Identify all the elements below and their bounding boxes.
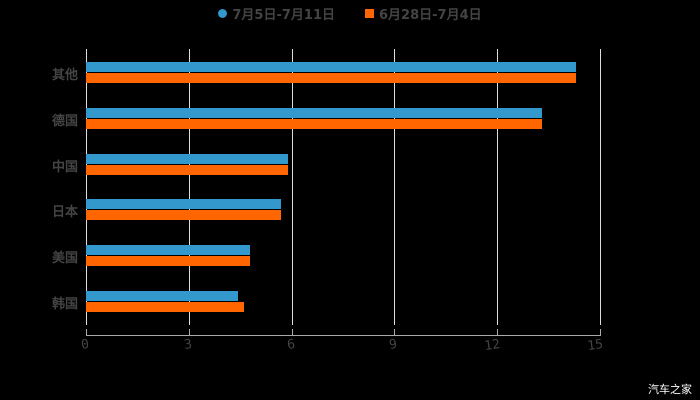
gridline bbox=[291, 49, 293, 325]
category-label: 中国 bbox=[51, 159, 78, 175]
bar-2[interactable] bbox=[86, 302, 244, 312]
category-label: 日本 bbox=[51, 205, 78, 221]
gridline bbox=[86, 49, 87, 325]
gridline bbox=[497, 49, 499, 325]
tick-label: 3 bbox=[183, 337, 193, 353]
plot-area bbox=[86, 49, 601, 325]
bar-1[interactable] bbox=[86, 291, 239, 301]
tick-label: 12 bbox=[483, 337, 502, 355]
bar-2[interactable] bbox=[86, 73, 576, 83]
category-label: 德国 bbox=[51, 113, 78, 129]
tick-label: 0 bbox=[80, 337, 91, 353]
gridline bbox=[600, 49, 601, 325]
bar-1[interactable] bbox=[86, 153, 289, 164]
legend-item-series2[interactable]: 6月28日-7月4日 bbox=[365, 4, 482, 23]
bar-1[interactable] bbox=[86, 107, 542, 118]
tick-mark bbox=[394, 329, 396, 336]
tick-mark bbox=[600, 329, 601, 336]
legend-label: 6月28日-7月4日 bbox=[379, 7, 482, 23]
gridline bbox=[394, 49, 396, 325]
tick-mark bbox=[86, 329, 87, 336]
bar-2[interactable] bbox=[86, 164, 289, 175]
bar-1[interactable] bbox=[86, 199, 282, 210]
tick-mark bbox=[291, 329, 293, 336]
bar-1[interactable] bbox=[86, 245, 251, 256]
tick-mark bbox=[188, 329, 190, 336]
category-label: 韩国 bbox=[51, 297, 78, 312]
legend: 7月5日-7月11日 6月28日-7月4日 bbox=[0, 3, 700, 23]
bar-1[interactable] bbox=[86, 62, 576, 72]
watermark: 汽车之家 bbox=[648, 383, 692, 396]
gridline bbox=[188, 49, 190, 325]
legend-item-series1[interactable]: 7月5日-7月11日 bbox=[218, 4, 335, 23]
bar-2[interactable] bbox=[86, 118, 542, 129]
x-axis-line bbox=[86, 335, 600, 336]
category-label: 美国 bbox=[51, 251, 78, 267]
tick-mark bbox=[497, 329, 499, 336]
tick-label: 15 bbox=[586, 337, 605, 355]
bar-2[interactable] bbox=[86, 210, 282, 221]
circle-marker-icon bbox=[218, 8, 228, 18]
legend-label: 7月5日-7月11日 bbox=[232, 7, 335, 23]
tick-label: 6 bbox=[285, 337, 296, 353]
square-marker-icon bbox=[365, 8, 374, 18]
bar-2[interactable] bbox=[86, 256, 251, 267]
category-label: 其他 bbox=[51, 68, 78, 83]
tick-label: 9 bbox=[388, 337, 399, 353]
